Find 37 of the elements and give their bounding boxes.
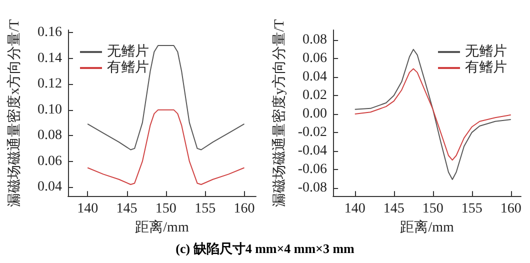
y-axis-title: 漏磁场磁通量密度x方向分量/T (6, 18, 22, 207)
y-tick-label: 0.16 (38, 25, 62, 40)
x-tick-label: 155 (461, 202, 482, 217)
text: (c) 缺陷尺寸4 mm×4 mm×3 mm (174, 240, 356, 258)
y-tick-label: 0.06 (302, 51, 328, 66)
x-tick-label: 150 (422, 202, 444, 217)
x-tick-label: 160 (234, 202, 255, 217)
y-tick-label: 0.08 (38, 128, 62, 144)
y-tick-label: -0.06 (298, 162, 328, 177)
y-tick-label: 0.14 (38, 50, 62, 66)
y-tick-label: -0.04 (298, 143, 328, 158)
x-tick-label: 155 (194, 202, 216, 217)
x-axis-title: 距离/mm (400, 220, 454, 236)
legend-label: 有鳍片 (465, 60, 507, 76)
y-tick-label: 0.08 (302, 32, 328, 48)
x-tick-label: 145 (116, 202, 138, 217)
x-tick-label: 160 (500, 202, 522, 217)
legend-label: 有鳍片 (107, 60, 149, 76)
x-axis-title: 距离/mm (135, 220, 189, 236)
y-axis-title: 漏磁场磁通量密度y方向分量/T (272, 18, 288, 207)
line-series (87, 109, 245, 186)
y-tick-label: 0.00 (302, 106, 328, 122)
y-tick-label: -0.08 (298, 180, 328, 196)
y-tick-label: -0.02 (298, 124, 328, 140)
x-tick-label: 140 (77, 202, 98, 217)
y-tick-label: 0.06 (38, 154, 62, 169)
y-tick-label: 0.12 (38, 76, 62, 92)
y-tick-label: 0.04 (302, 70, 328, 85)
y-tick-label: 0.02 (302, 88, 328, 104)
x-tick-label: 140 (344, 202, 366, 217)
y-tick-label: 0.04 (38, 180, 62, 195)
x-tick-label: 145 (383, 202, 404, 217)
legend-label: 无鳍片 (107, 44, 149, 60)
y-tick-label: 0.10 (38, 102, 62, 118)
legend-label: 无鳍片 (465, 44, 507, 60)
x-tick-label: 150 (155, 202, 176, 217)
line-series (87, 44, 245, 150)
